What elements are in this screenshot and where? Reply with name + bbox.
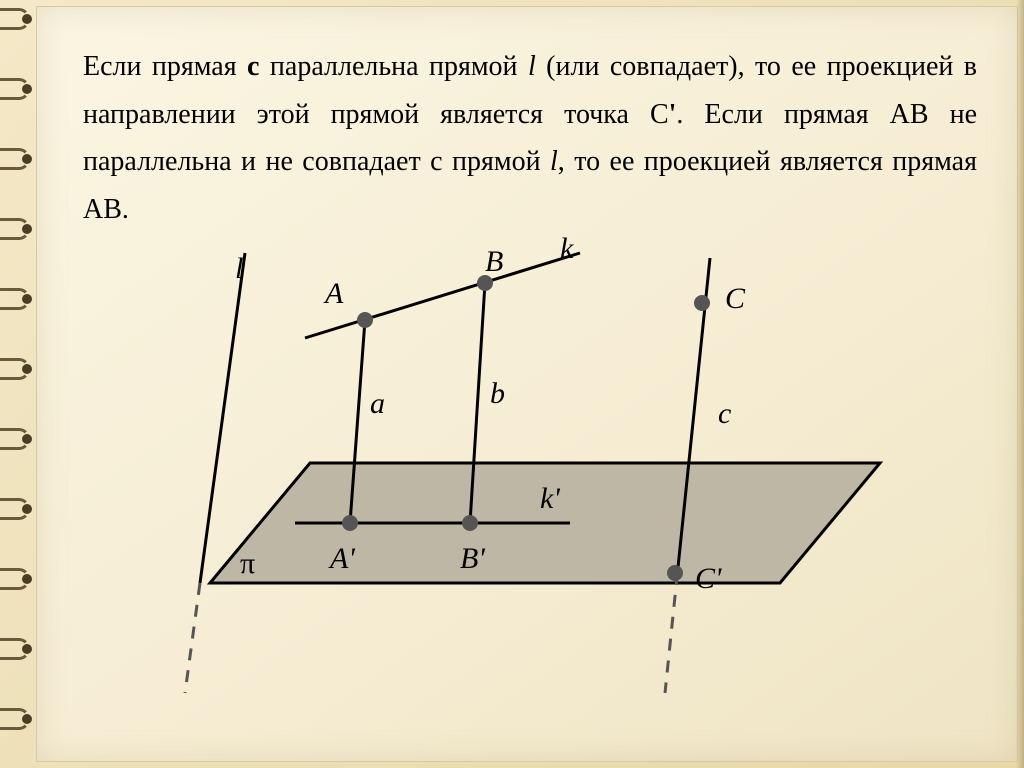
t2: параллельна прямой bbox=[259, 51, 527, 82]
page-paper: Если прямая с параллельна прямой l (или … bbox=[36, 6, 1018, 762]
paragraph-projection: Если прямая с параллельна прямой l (или … bbox=[83, 43, 977, 233]
svg-text:A': A' bbox=[328, 542, 355, 575]
t-bold-c: с bbox=[247, 51, 259, 82]
spiral-binding bbox=[0, 0, 36, 768]
svg-text:π: π bbox=[240, 547, 255, 580]
svg-text:b: b bbox=[490, 377, 505, 410]
svg-text:l: l bbox=[235, 252, 243, 285]
svg-text:B: B bbox=[485, 245, 503, 278]
svg-text:C: C bbox=[725, 282, 746, 315]
svg-text:a: a bbox=[370, 387, 385, 420]
t-it-l: l bbox=[528, 51, 536, 82]
t-it-l2: l bbox=[550, 146, 558, 177]
page-edge-shade bbox=[1016, 0, 1024, 768]
svg-text:A: A bbox=[323, 277, 344, 310]
t1: Если прямая bbox=[83, 51, 247, 82]
svg-text:C': C' bbox=[695, 562, 722, 595]
svg-text:k: k bbox=[560, 232, 574, 265]
projection-figure: l A Bk Ca b c k' A' B' C' π bbox=[140, 223, 920, 703]
svg-text:c: c bbox=[718, 397, 731, 430]
svg-text:k': k' bbox=[540, 482, 560, 515]
svg-text:B': B' bbox=[460, 542, 485, 575]
